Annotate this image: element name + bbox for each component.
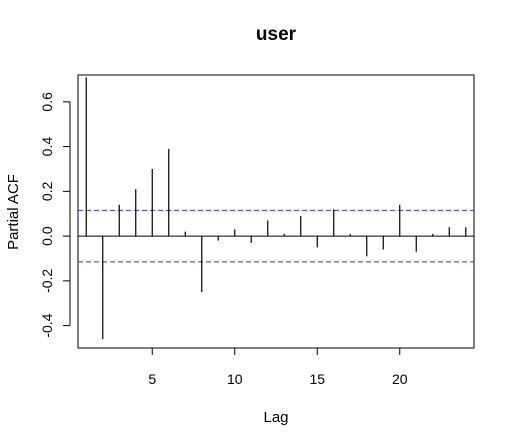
y-tick-label: 0.2 bbox=[39, 181, 55, 201]
y-tick-label: 0.6 bbox=[39, 92, 55, 112]
x-tick-label: 15 bbox=[309, 371, 325, 387]
x-tick-label: 5 bbox=[148, 371, 156, 387]
y-axis: -0.4 -0.2 0.0 0.2 0.4 0.6 bbox=[39, 92, 71, 338]
y-axis-label: Partial ACF bbox=[5, 174, 22, 250]
x-tick-label: 10 bbox=[227, 371, 243, 387]
y-tick-label: -0.4 bbox=[39, 313, 55, 337]
x-axis-label: Lag bbox=[263, 409, 288, 426]
chart-title: user bbox=[256, 24, 297, 45]
x-axis: 5 10 15 20 bbox=[148, 347, 408, 387]
pacf-bars bbox=[85, 77, 467, 340]
y-tick-label: 0.4 bbox=[39, 137, 55, 157]
x-tick-label: 20 bbox=[392, 371, 408, 387]
y-tick-label: -0.2 bbox=[39, 269, 55, 293]
y-tick-label: 0.0 bbox=[39, 226, 55, 246]
plot-frame bbox=[77, 74, 475, 349]
